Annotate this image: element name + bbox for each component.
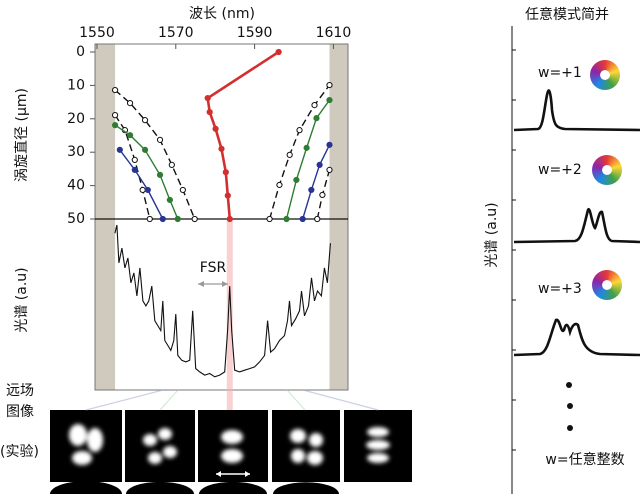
image xyxy=(198,410,268,482)
mode-label: w=+1 xyxy=(538,65,582,81)
phase-wheel xyxy=(592,270,622,300)
data-point xyxy=(314,215,321,223)
data-point xyxy=(296,127,303,134)
mode-label: w=+2 xyxy=(538,162,582,178)
data-point xyxy=(174,215,181,223)
data-point xyxy=(144,186,151,194)
shaded-band xyxy=(329,44,348,390)
data-point xyxy=(299,215,306,223)
data-point xyxy=(131,156,138,163)
data-line xyxy=(206,50,280,220)
data-point xyxy=(326,96,333,104)
plot-frame xyxy=(94,43,349,391)
data-point xyxy=(319,191,326,199)
data-point xyxy=(156,136,164,143)
far-field-label: 远场 xyxy=(6,383,34,399)
shaded-band xyxy=(95,44,116,390)
data-point xyxy=(126,100,134,107)
data-point xyxy=(316,161,323,168)
y-tick-label: 0 xyxy=(76,44,85,60)
mode-label: w=任意整数 xyxy=(545,451,624,468)
y-axis-label: 光谱 (a.u) xyxy=(484,202,500,267)
data-line xyxy=(114,224,331,378)
x-tick-label: 1610 xyxy=(316,25,352,41)
data-point xyxy=(226,215,233,223)
far-field-images xyxy=(50,410,412,494)
data-point xyxy=(179,186,186,194)
data-point xyxy=(286,151,293,158)
y-axis-label: 涡旋直径 (μm) xyxy=(13,88,30,182)
axis-ticks xyxy=(512,49,516,451)
annotation-arrowhead xyxy=(198,281,228,287)
data-point xyxy=(303,144,310,151)
data-point xyxy=(276,181,283,189)
data-point xyxy=(168,161,175,168)
y-tick-label: 10 xyxy=(67,77,85,93)
data-line xyxy=(114,89,196,220)
data-line xyxy=(114,124,179,220)
data-point xyxy=(293,176,300,184)
background-layer xyxy=(94,43,349,413)
data-point xyxy=(218,145,225,152)
x-tick-label: 1590 xyxy=(237,25,273,41)
data-point xyxy=(283,215,290,223)
data-point xyxy=(212,125,219,132)
data-point xyxy=(111,112,119,119)
data-line xyxy=(268,84,331,220)
data-point xyxy=(224,192,231,199)
phase-wheel xyxy=(590,60,620,90)
x-axis-label: 波长 (nm) xyxy=(189,6,255,22)
data-point xyxy=(139,186,146,194)
image xyxy=(125,410,195,482)
data-point xyxy=(116,146,123,153)
data-point xyxy=(126,132,134,139)
panel-title: 任意模式简并 xyxy=(525,6,609,23)
data-point xyxy=(131,166,138,174)
y-tick-label: 40 xyxy=(67,178,85,194)
y-tick-label: 30 xyxy=(67,144,85,160)
image xyxy=(272,410,340,482)
data-point xyxy=(266,215,273,223)
ellipsis-dots xyxy=(566,382,573,431)
data-point xyxy=(308,186,315,194)
data-line xyxy=(302,144,331,220)
data-point xyxy=(141,117,149,124)
image xyxy=(50,410,122,482)
data-line xyxy=(119,149,164,220)
annotation: FSR xyxy=(200,260,227,276)
y-axis-label: 光谱 (a.u) xyxy=(14,267,30,332)
data-point xyxy=(159,215,166,223)
x-tick-label: 1570 xyxy=(158,25,194,41)
data-point xyxy=(222,169,229,176)
mode-label: w=+3 xyxy=(538,281,582,297)
far-field-label: 图像 xyxy=(6,404,34,420)
data-point xyxy=(111,86,119,94)
data-point xyxy=(166,196,173,204)
y-tick-label: 20 xyxy=(67,111,85,127)
data-point xyxy=(191,215,198,223)
data-point xyxy=(326,81,333,89)
data-point xyxy=(275,48,282,56)
data-point xyxy=(206,109,213,116)
data-point xyxy=(311,102,318,109)
guide-band xyxy=(226,219,233,413)
data-point xyxy=(204,94,211,102)
data-point xyxy=(326,141,333,148)
mode-spectra xyxy=(513,89,640,357)
data-point xyxy=(156,171,164,179)
data-point xyxy=(146,215,153,223)
data-point xyxy=(313,115,320,122)
data-point xyxy=(111,122,119,129)
x-tick-label: 1550 xyxy=(79,25,115,41)
phase-wheel xyxy=(592,155,622,185)
far-field-label: (实验) xyxy=(0,444,39,460)
data-point xyxy=(326,166,333,174)
data-point xyxy=(141,146,149,153)
guide-lines xyxy=(85,389,379,411)
y-tick-label: 50 xyxy=(67,211,85,227)
